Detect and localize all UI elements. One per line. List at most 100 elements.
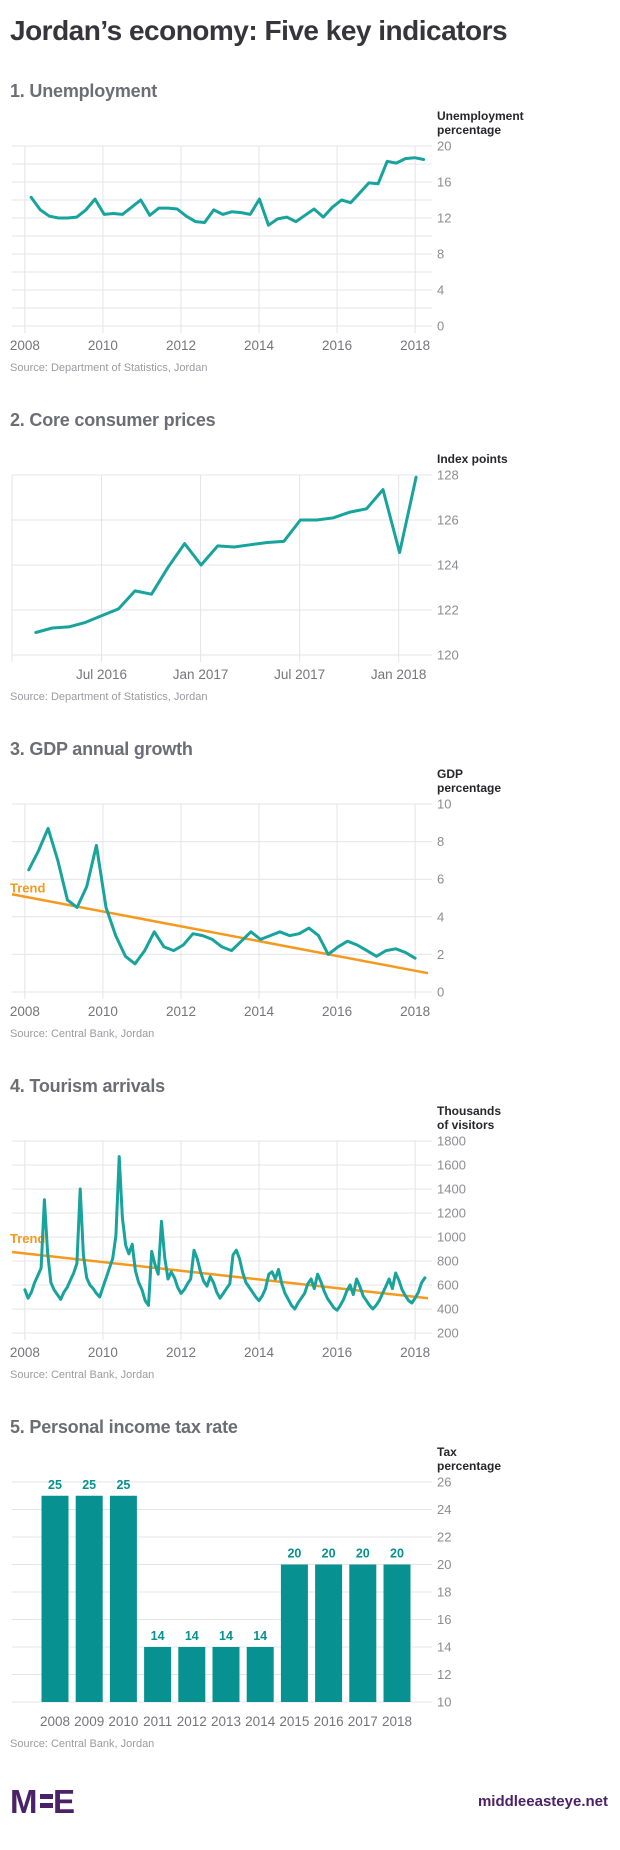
y-tick-label: 126 xyxy=(437,512,459,527)
bar xyxy=(246,1646,274,1702)
bar xyxy=(212,1646,240,1702)
bar-value-label: 20 xyxy=(322,1546,336,1560)
y-tick-label: 14 xyxy=(437,1639,451,1654)
x-tick-label: 2008 xyxy=(10,1345,40,1360)
x-tick-label: 2009 xyxy=(74,1714,104,1729)
bar-value-label: 14 xyxy=(185,1629,199,1643)
bar xyxy=(349,1564,377,1702)
x-tick-label: Jul 2016 xyxy=(76,667,127,682)
y-tick-label: 1600 xyxy=(437,1157,466,1172)
x-tick-label: 2014 xyxy=(244,338,275,353)
x-tick-label: 2014 xyxy=(245,1714,276,1729)
section-heading: 2. Core consumer prices xyxy=(10,409,216,430)
section-gdp-annual-growth: 3. GDP annual growth GDP percentage 0 2 4 6 8 10… xyxy=(0,739,620,1040)
bar xyxy=(383,1564,411,1702)
y-tick-label: 124 xyxy=(437,557,459,572)
y-tick-label: 800 xyxy=(437,1253,459,1268)
source-note: Source: Central Bank, Jordan xyxy=(10,1737,155,1750)
x-tick-label: 2012 xyxy=(166,1345,196,1360)
y-tick-label: 1200 xyxy=(437,1205,466,1220)
logo-bar xyxy=(40,1802,53,1808)
x-tick-label: Jan 2017 xyxy=(173,667,229,682)
source-note: Source: Central Bank, Jordan xyxy=(10,1368,155,1381)
x-tick-label: 2010 xyxy=(88,338,118,353)
y-tick-label: 16 xyxy=(437,174,451,189)
data-line xyxy=(27,826,417,966)
bar xyxy=(315,1564,343,1702)
bar xyxy=(75,1495,103,1702)
unit-label: Index points xyxy=(437,452,508,466)
logo-bar xyxy=(40,1793,53,1799)
bar xyxy=(144,1646,172,1702)
y-tick-label: 0 xyxy=(437,984,444,999)
site-url[interactable]: middleeasteye.net xyxy=(477,1793,608,1811)
source-note: Source: Central Bank, Jordan xyxy=(10,1027,155,1040)
y-tick-label: 8 xyxy=(437,246,444,261)
x-tick-label: 2010 xyxy=(88,1004,118,1019)
y-tick-label: 400 xyxy=(437,1301,459,1316)
section-core-consumer-prices: 2. Core consumer prices Index points 120 12… xyxy=(0,410,620,703)
y-tick-label: 4 xyxy=(437,282,444,297)
section-heading: 3. GDP annual growth xyxy=(10,738,193,759)
x-tick-label: 2017 xyxy=(348,1714,378,1729)
y-tick-label: 1400 xyxy=(437,1181,466,1196)
bar-value-label: 20 xyxy=(287,1546,301,1560)
y-tick-label: 1000 xyxy=(437,1229,466,1244)
charts-container: 1. Unemployment Unemployment percentage 0 4 8… xyxy=(0,81,620,1750)
unit-label: percentage xyxy=(437,1459,501,1473)
bar-value-label: 20 xyxy=(356,1546,370,1560)
bar-value-label: 14 xyxy=(219,1629,233,1643)
unit-label: Unemployment xyxy=(437,109,524,123)
x-tick-label: 2015 xyxy=(279,1714,309,1729)
section-tourism-arrivals: 4. Tourism arrivals Thousands of visitors 2… xyxy=(0,1076,620,1381)
unit-label: Tax xyxy=(437,1445,457,1459)
bar-value-label: 14 xyxy=(151,1629,165,1643)
trend-label: Trend xyxy=(10,880,45,895)
y-tick-label: 10 xyxy=(437,1694,451,1709)
source-note: Source: Department of Statistics, Jordan xyxy=(10,690,208,703)
x-tick-label: 2008 xyxy=(10,1004,40,1019)
x-tick-label: 2013 xyxy=(211,1714,241,1729)
y-tick-label: 24 xyxy=(437,1502,451,1517)
bar xyxy=(280,1564,308,1702)
data-line xyxy=(34,475,418,634)
bar xyxy=(109,1495,137,1702)
x-tick-label: 2014 xyxy=(244,1004,275,1019)
x-tick-label: 2018 xyxy=(400,1345,430,1360)
y-tick-label: 18 xyxy=(437,1584,451,1599)
y-tick-label: 12 xyxy=(437,210,451,225)
section-unemployment: 1. Unemployment Unemployment percentage 0 4 8… xyxy=(0,81,620,374)
x-tick-label: 2008 xyxy=(10,338,40,353)
y-tick-label: 26 xyxy=(437,1474,451,1489)
bar-value-label: 14 xyxy=(253,1629,267,1643)
x-tick-label: 2012 xyxy=(166,338,196,353)
bar-value-label: 25 xyxy=(116,1478,130,1492)
x-tick-label: 2018 xyxy=(400,1004,430,1019)
y-tick-label: 128 xyxy=(437,467,459,482)
unit-label: percentage xyxy=(437,781,501,795)
x-tick-label: 2012 xyxy=(166,1004,196,1019)
x-tick-label: 2014 xyxy=(244,1345,275,1360)
x-tick-label: 2018 xyxy=(382,1714,412,1729)
data-line xyxy=(23,1154,427,1312)
y-tick-label: 22 xyxy=(437,1529,451,1544)
bar xyxy=(41,1495,69,1702)
x-tick-label: 2008 xyxy=(40,1714,70,1729)
data-line xyxy=(29,155,426,227)
section-personal-income-tax-rate: 5. Personal income tax rate Tax percentage… xyxy=(0,1417,620,1750)
y-tick-label: 2 xyxy=(437,947,444,962)
y-tick-label: 600 xyxy=(437,1277,459,1292)
x-tick-label: 2016 xyxy=(314,1714,344,1729)
x-tick-label: Jul 2017 xyxy=(274,667,325,682)
source-note: Source: Department of Statistics, Jordan xyxy=(10,361,208,374)
logo-letter-e: E xyxy=(53,1786,75,1818)
y-tick-label: 0 xyxy=(437,318,444,333)
